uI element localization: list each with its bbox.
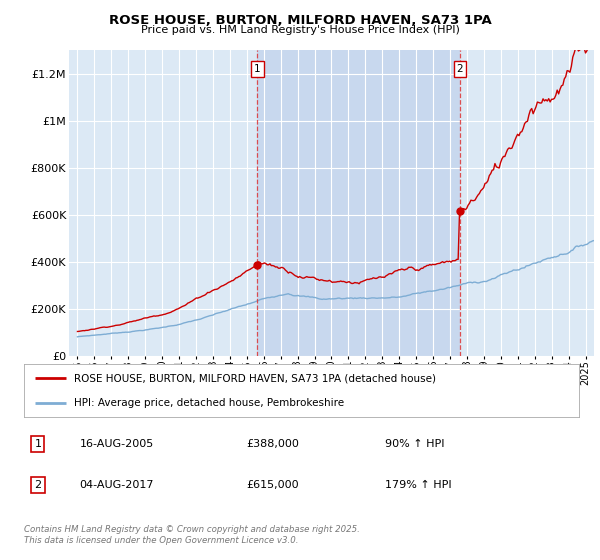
Text: 2: 2 (457, 64, 463, 74)
Text: 16-AUG-2005: 16-AUG-2005 (79, 438, 154, 449)
Bar (257, 50, 460, 356)
Text: £615,000: £615,000 (246, 480, 299, 489)
Text: 1: 1 (34, 438, 41, 449)
Text: 90% ↑ HPI: 90% ↑ HPI (385, 438, 444, 449)
Text: 1: 1 (254, 64, 260, 74)
Text: £388,000: £388,000 (246, 438, 299, 449)
Text: ROSE HOUSE, BURTON, MILFORD HAVEN, SA73 1PA (detached house): ROSE HOUSE, BURTON, MILFORD HAVEN, SA73 … (74, 374, 436, 384)
Text: Contains HM Land Registry data © Crown copyright and database right 2025.
This d: Contains HM Land Registry data © Crown c… (24, 525, 360, 545)
Text: 2: 2 (34, 480, 41, 489)
Text: ROSE HOUSE, BURTON, MILFORD HAVEN, SA73 1PA: ROSE HOUSE, BURTON, MILFORD HAVEN, SA73 … (109, 14, 491, 27)
Text: 04-AUG-2017: 04-AUG-2017 (79, 480, 154, 489)
Text: 179% ↑ HPI: 179% ↑ HPI (385, 480, 451, 489)
Text: Price paid vs. HM Land Registry's House Price Index (HPI): Price paid vs. HM Land Registry's House … (140, 25, 460, 35)
Text: HPI: Average price, detached house, Pembrokeshire: HPI: Average price, detached house, Pemb… (74, 398, 344, 408)
